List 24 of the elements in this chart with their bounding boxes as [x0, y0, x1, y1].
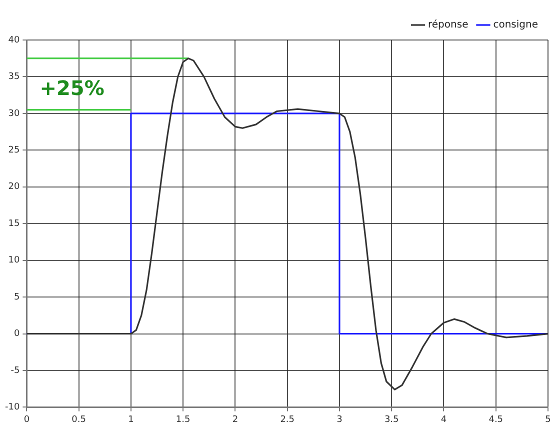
y-tick-label: 25 — [8, 146, 20, 156]
x-tick-label: 3 — [336, 414, 342, 425]
y-tick-label: 0 — [14, 329, 20, 340]
x-tick-label: 4 — [440, 414, 447, 425]
x-tick-label: 4.5 — [488, 414, 504, 425]
y-tick-label: -10 — [4, 402, 20, 413]
x-tick-label: 0 — [24, 414, 30, 425]
y-tick-label: 20 — [8, 182, 20, 192]
x-tick-label: 2.5 — [280, 414, 295, 425]
x-tick-label: 0.5 — [72, 414, 86, 425]
y-tick-label: 10 — [8, 256, 20, 266]
y-tick-label: 35 — [8, 72, 20, 82]
legend-label: réponse — [428, 20, 468, 31]
y-tick-label: 5 — [14, 292, 20, 302]
x-tick-label: 1 — [128, 414, 134, 425]
y-tick-label: 15 — [8, 218, 20, 229]
y-tick-label: 40 — [8, 35, 20, 46]
x-tick-label: 1.5 — [176, 414, 190, 425]
x-tick-label: 3.5 — [384, 414, 399, 425]
x-tick-label: 5 — [545, 414, 551, 425]
y-tick-label: -5 — [10, 366, 20, 376]
legend-label: consigne — [493, 20, 538, 31]
y-tick-label: 30 — [8, 108, 20, 119]
x-tick-label: 2 — [232, 414, 238, 425]
